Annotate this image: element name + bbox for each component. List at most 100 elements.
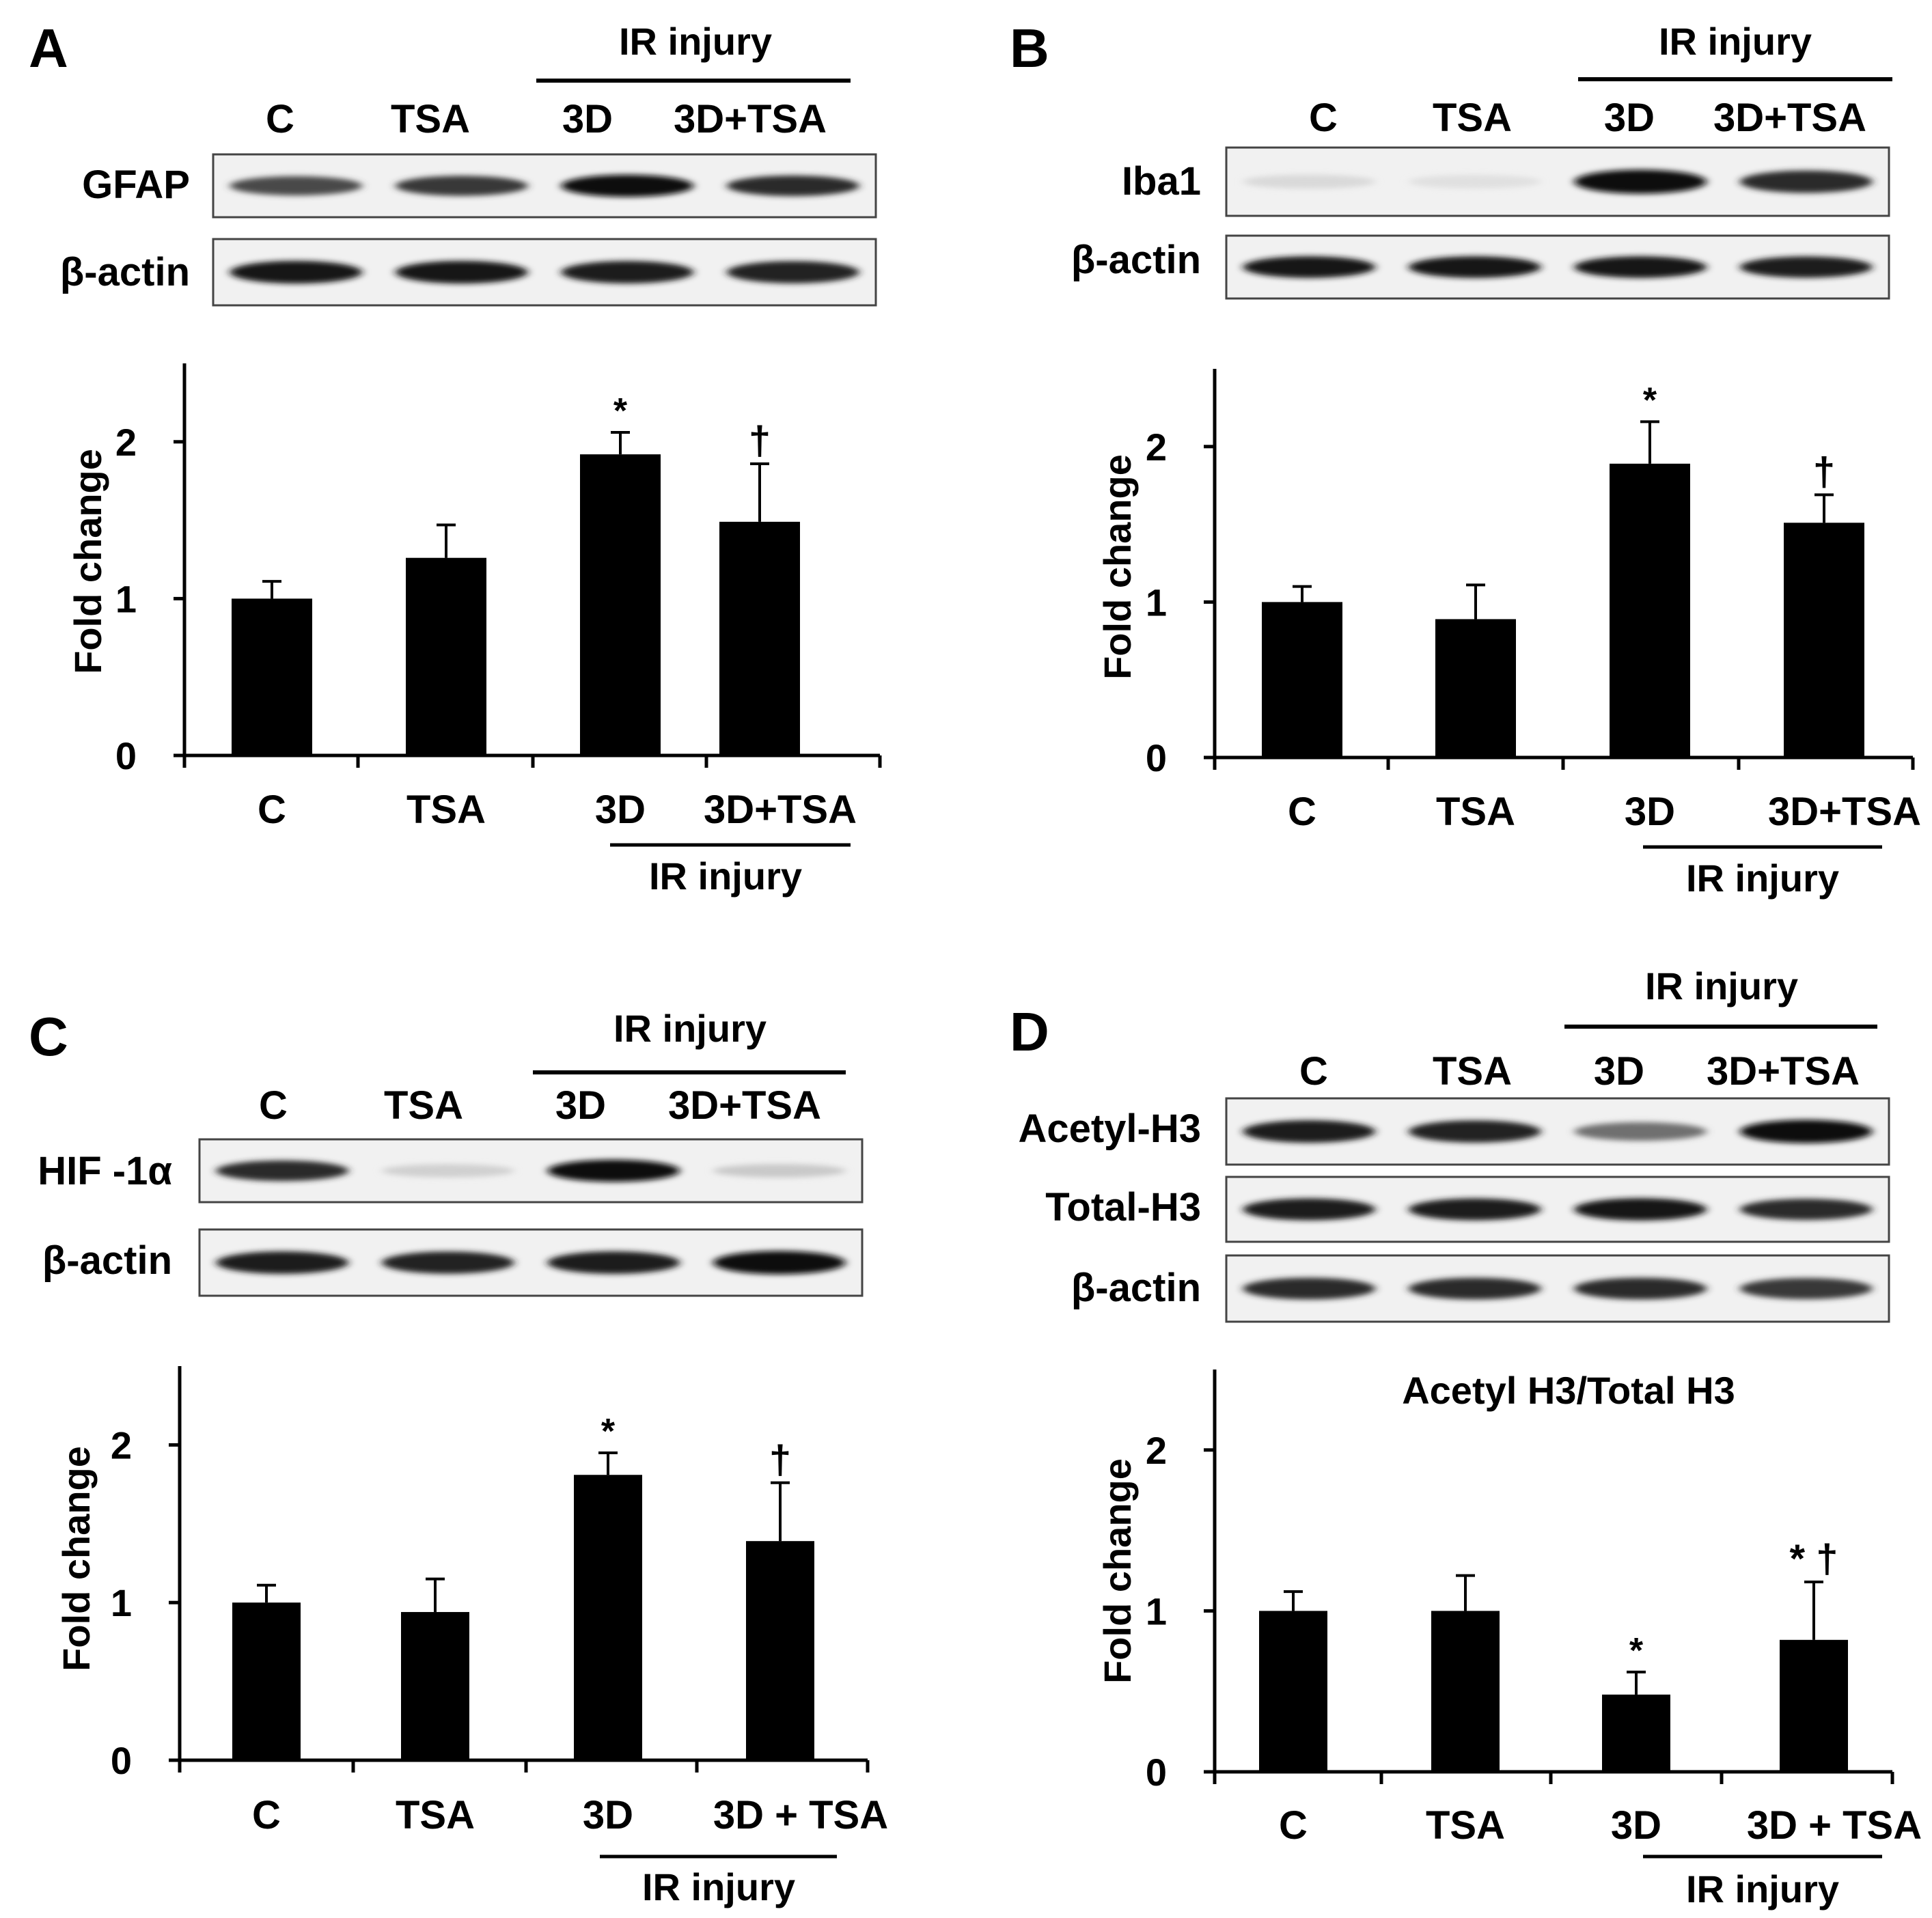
bar <box>1602 1694 1670 1772</box>
blot-band <box>1574 256 1707 278</box>
blot-band <box>1243 1120 1376 1143</box>
bar <box>232 598 312 755</box>
blot-lane-label: TSA <box>391 97 470 141</box>
significance-marker: † <box>1813 449 1835 494</box>
bar <box>232 1602 301 1760</box>
panel-letter: B <box>1010 18 1049 79</box>
y-axis-label: Fold change <box>1096 1458 1139 1684</box>
y-tick-label: 2 <box>1146 426 1167 469</box>
y-axis-label: Fold change <box>66 449 109 674</box>
bar <box>1262 602 1342 758</box>
significance-marker: * <box>613 391 628 431</box>
blot-band <box>1243 174 1376 189</box>
blot-band <box>1739 170 1873 193</box>
blot-label: β-actin <box>1071 1266 1201 1310</box>
group-label: IR injury <box>649 854 802 898</box>
blot-lane-label: 3D+TSA <box>1713 96 1866 140</box>
blot-lane-label: 3D+TSA <box>668 1083 821 1128</box>
blot-lane-label: 3D <box>1604 96 1655 140</box>
blot-label: HIF -1α <box>38 1149 172 1193</box>
category-label: 3D + TSA <box>1747 1803 1922 1848</box>
blot-lane-label: 3D+TSA <box>1707 1049 1860 1094</box>
group-label: IR injury <box>642 1865 795 1908</box>
y-axis-label: Fold change <box>1096 454 1139 680</box>
category-label: 3D <box>595 788 646 832</box>
blot-label: Acetyl-H3 <box>1018 1107 1201 1151</box>
category-label: C <box>258 788 286 832</box>
blot-lane-label: C <box>259 1083 288 1128</box>
bar <box>1431 1611 1500 1772</box>
category-label: TSA <box>1426 1803 1505 1848</box>
blot-band <box>230 260 363 284</box>
significance-marker: * <box>1629 1631 1644 1671</box>
category-label: C <box>1279 1803 1308 1848</box>
group-label: IR injury <box>1686 857 1839 900</box>
bar <box>1784 523 1864 758</box>
blot-label: β-actin <box>60 250 190 294</box>
group-label: IR injury <box>1686 1867 1839 1910</box>
y-tick-label: 2 <box>1146 1429 1167 1472</box>
blot-band <box>1408 1120 1541 1143</box>
category-label: TSA <box>1436 790 1515 834</box>
blot-band <box>1574 1122 1707 1141</box>
bar <box>719 521 800 755</box>
blot-band <box>395 260 528 284</box>
bar <box>1780 1639 1848 1772</box>
category-label: C <box>252 1793 281 1837</box>
blot-band <box>1574 1277 1707 1300</box>
bar <box>401 1612 469 1760</box>
blot-band <box>713 1251 846 1275</box>
y-tick-label: 0 <box>1146 1751 1167 1794</box>
y-axis-label: Fold change <box>55 1446 98 1671</box>
western-blot: HIF -1α <box>38 1138 864 1204</box>
blot-band <box>1739 1198 1873 1221</box>
blot-lane-label: TSA <box>384 1083 463 1128</box>
western-blot: β-actin <box>1071 234 1890 300</box>
blot-band <box>395 176 528 196</box>
blot-ir-injury-label: IR injury <box>613 1007 767 1050</box>
blot-band <box>1243 1198 1376 1221</box>
bar <box>1435 619 1516 758</box>
western-blot: Acetyl-H3 <box>1018 1097 1890 1166</box>
blot-lane-label: 3D+TSA <box>674 97 827 141</box>
blot-band <box>1243 256 1376 278</box>
bar <box>1259 1611 1327 1772</box>
bar <box>1610 463 1690 758</box>
blot-label: β-actin <box>1071 238 1201 282</box>
panel-letter: D <box>1010 1001 1049 1062</box>
y-tick-label: 2 <box>111 1423 132 1467</box>
western-blot: Iba1 <box>1122 146 1890 217</box>
blot-band <box>726 261 859 283</box>
category-label: TSA <box>406 788 486 832</box>
western-blot: GFAP <box>82 153 877 219</box>
significance-marker: * <box>1643 380 1657 420</box>
category-label: TSA <box>396 1793 475 1837</box>
blot-ir-injury-label: IR injury <box>1645 964 1798 1007</box>
blot-lane-label: C <box>1309 96 1338 140</box>
significance-marker: † <box>749 419 771 463</box>
significance-marker: † <box>769 1438 791 1482</box>
blot-band <box>1574 169 1707 194</box>
blot-band <box>1408 1198 1541 1221</box>
blot-band <box>1243 1277 1376 1300</box>
panel-a: A IR injury C TSA 3D 3D+TSA GFAP β-actin 0 1 2Fold… <box>29 18 882 898</box>
bar <box>574 1475 642 1760</box>
bar <box>580 454 661 755</box>
blot-band <box>230 176 363 196</box>
y-tick-label: 2 <box>115 421 137 464</box>
blot-band <box>1739 1277 1873 1300</box>
category-label: 3D+TSA <box>1768 790 1921 834</box>
panel-d: D IR injury C TSA 3D 3D+TSA Acetyl-H3 Total-H3 β… <box>1010 964 1922 1910</box>
blot-lane-label: TSA <box>1433 96 1512 140</box>
blot-lane-label: 3D <box>562 97 613 141</box>
y-tick-label: 1 <box>1146 581 1167 624</box>
blot-label: GFAP <box>82 163 190 207</box>
blot-lane-label: 3D <box>1594 1049 1644 1094</box>
category-label: 3D <box>1611 1803 1661 1848</box>
blot-band <box>216 1160 349 1182</box>
bar-chart: 0 1 2 Fold change * † C TSA 3D 3D + TSA IR injury <box>55 1366 888 1908</box>
